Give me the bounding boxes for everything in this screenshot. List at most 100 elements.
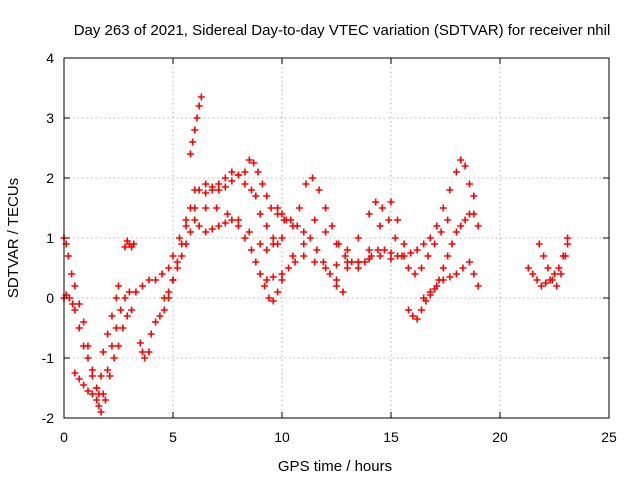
series-arc-4 (121, 237, 138, 251)
data-point-marker (461, 162, 469, 170)
data-point-marker (112, 294, 120, 302)
grid-lines (64, 58, 609, 418)
series-arc-5 (136, 171, 282, 362)
data-point-marker (365, 246, 373, 254)
data-point-marker (104, 330, 112, 338)
data-point-marker (121, 294, 129, 302)
data-point-marker (452, 168, 460, 176)
data-point-marker (202, 180, 210, 188)
data-point-marker (387, 255, 395, 263)
data-point-marker (561, 252, 569, 260)
data-point-marker (457, 156, 465, 164)
data-point-marker (328, 222, 336, 230)
data-point-marker (300, 228, 308, 236)
data-point-marker (156, 312, 164, 320)
data-point-marker (433, 222, 441, 230)
data-point-marker (343, 264, 351, 272)
y-tick-label: -2 (42, 410, 55, 426)
data-point-marker (354, 258, 362, 266)
data-point-marker (228, 216, 236, 224)
data-point-marker (446, 186, 454, 194)
data-point-marker (202, 228, 210, 236)
data-point-marker (378, 204, 386, 212)
data-point-marker (191, 126, 199, 134)
data-point-marker (564, 240, 572, 248)
y-tick-label: 1 (46, 230, 54, 246)
data-point-marker (215, 180, 223, 188)
data-point-marker (470, 210, 478, 218)
data-point-marker (152, 318, 160, 326)
series-arc-11 (289, 198, 452, 278)
x-tick-label: 25 (601, 429, 617, 445)
series-arc-6 (186, 93, 205, 158)
data-point-marker (300, 252, 308, 260)
data-point-marker (75, 324, 83, 332)
data-point-marker (115, 282, 122, 290)
data-point-marker (542, 279, 550, 287)
data-point-marker (241, 168, 249, 176)
data-point-marker (452, 228, 460, 236)
data-point-marker (555, 264, 563, 272)
data-point-marker (247, 186, 255, 194)
y-tick-label: 0 (46, 290, 54, 306)
data-point-marker (169, 276, 177, 284)
data-point-marker (564, 234, 572, 242)
data-point-marker (326, 270, 334, 278)
data-point-marker (256, 270, 264, 278)
data-point-marker (394, 216, 402, 224)
data-point-marker (322, 204, 330, 212)
data-point-marker (470, 192, 478, 200)
data-point-marker (93, 384, 101, 392)
data-point-marker (404, 306, 412, 314)
data-point-marker (474, 282, 482, 290)
data-point-marker (182, 216, 190, 224)
data-point-marker (169, 252, 177, 260)
data-point-marker (141, 354, 149, 362)
data-point-marker (130, 240, 138, 248)
y-tick-label: 2 (46, 170, 54, 186)
x-tick-label: 5 (169, 429, 177, 445)
chart-title: Day 263 of 2021, Sidereal Day-to-day VTE… (74, 22, 611, 39)
data-point-marker (108, 312, 116, 320)
data-point-marker (354, 234, 362, 242)
data-point-marker (125, 288, 133, 296)
data-point-marker (80, 318, 88, 326)
data-point-marker (474, 222, 482, 230)
data-point-marker (160, 294, 168, 302)
data-point-marker (165, 264, 173, 272)
data-point-marker (433, 282, 441, 290)
data-point-marker (119, 324, 127, 332)
data-point-marker (71, 306, 79, 314)
data-point-marker (261, 282, 269, 290)
data-point-marker (457, 222, 465, 230)
y-axis-label: SDTVAR / TECUs (5, 178, 22, 298)
data-point-marker (147, 330, 155, 338)
data-point-marker (75, 300, 83, 308)
data-point-marker (376, 222, 384, 230)
data-point-marker (121, 243, 129, 251)
data-point-marker (221, 219, 229, 227)
data-point-marker (470, 270, 478, 278)
data-points (60, 93, 572, 416)
data-point-marker (145, 276, 153, 284)
data-point-marker (252, 192, 260, 200)
data-point-marker (104, 366, 112, 374)
data-point-marker (99, 348, 107, 356)
data-point-marker (461, 216, 469, 224)
series-arc-13 (404, 210, 482, 323)
data-point-marker (278, 234, 286, 242)
data-point-marker (115, 342, 122, 350)
data-point-marker (420, 240, 428, 248)
data-point-marker (409, 312, 417, 320)
data-point-marker (245, 156, 253, 164)
data-point-marker (97, 408, 105, 416)
data-point-marker (263, 222, 271, 230)
data-point-marker (88, 390, 96, 398)
data-point-marker (138, 282, 146, 290)
data-point-marker (267, 204, 275, 212)
data-point-marker (413, 315, 421, 323)
data-point-marker (263, 192, 271, 200)
y-tick-label: 3 (46, 110, 54, 126)
series-arc-2 (60, 204, 286, 410)
data-point-marker (285, 264, 293, 272)
